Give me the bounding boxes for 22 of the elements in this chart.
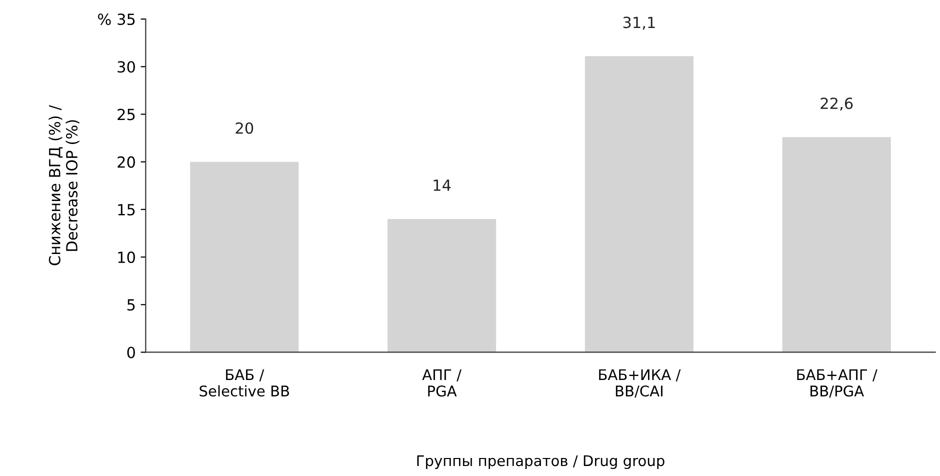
data-label: 14 <box>434 180 451 191</box>
data-label: 31,1 <box>623 16 655 30</box>
y-tick-label: 30 <box>118 61 135 73</box>
bar <box>190 162 299 352</box>
y-tick-label: 5 <box>127 299 135 311</box>
data-label: 20 <box>236 122 254 134</box>
y-tick-label: 20 <box>118 156 135 168</box>
bar <box>584 56 694 352</box>
data-label: 22,6 <box>820 98 853 111</box>
y-tick-label: 15 <box>118 204 135 216</box>
y-tick-label: 25 <box>118 108 135 120</box>
x-tick-label: АПГ / PGA <box>422 369 462 397</box>
bar <box>782 137 891 352</box>
y-tick-label: 0 <box>127 346 135 358</box>
x-tick-label: БАБ+ИКА / BB/CAI <box>599 369 681 398</box>
y-tick-label: % 35 <box>98 14 135 26</box>
x-axis-title: Группы препаратов / Drug group <box>417 455 664 470</box>
x-tick-label: БАБ+АПГ / BB/PGA <box>797 369 878 398</box>
x-tick-label: БАБ / Selective BB <box>200 369 290 397</box>
bar <box>388 218 496 352</box>
y-axis-title: Снижение ВГД (%) / Decrease IOP (%) <box>48 105 80 266</box>
y-tick-label: 10 <box>118 252 135 264</box>
